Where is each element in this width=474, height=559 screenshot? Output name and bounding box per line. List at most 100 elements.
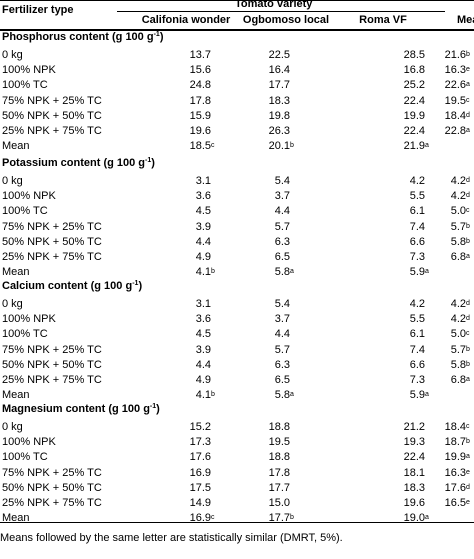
cell: 6.3 [230, 236, 290, 249]
cell-value: 18.8 [268, 421, 290, 433]
column-header: Mean [456, 14, 474, 26]
cell-value: 18.5 [189, 140, 211, 153]
cell-value: 7.3 [409, 251, 425, 263]
row-label: 100% TC [2, 451, 48, 464]
section-title-text: Potassium content (g 100 g [2, 157, 146, 169]
cell-value: 22.4 [403, 451, 425, 464]
cell-value: 3.6 [195, 190, 211, 203]
cell-value: 3.1 [195, 175, 211, 187]
cell-value: 4.2 [450, 190, 466, 203]
cell: 6.8 a [450, 251, 470, 263]
cell-value: 24.8 [189, 79, 211, 92]
row-label: 75% NPK + 25% TC [2, 343, 102, 356]
cell-value: 22.8 [444, 125, 466, 137]
cell-value: 5.5 [409, 190, 425, 203]
cell-value: 6.8 [450, 251, 466, 263]
cell: 5.0 c [450, 205, 470, 218]
row-label: 50% NPK + 50% TC [2, 481, 102, 494]
cell-value: 16.8 [403, 64, 425, 77]
cell-value: 17.7 [268, 79, 290, 92]
cell: 5.5 [365, 190, 425, 203]
cell-value: 4.4 [274, 205, 290, 218]
cell: 16.9 [151, 467, 211, 480]
cell-value: 15.6 [189, 64, 211, 77]
cell-value: 4.2 [409, 175, 425, 187]
cell-value: 5.5 [409, 313, 425, 326]
cell-value: 28.5 [403, 49, 425, 61]
cell-value: 4.2 [450, 175, 466, 187]
cell-value: 5.9 [409, 266, 425, 279]
row-label: 50% NPK + 50% TC [2, 358, 102, 371]
cell-value: 22.4 [403, 125, 425, 137]
cell-value: 19.9 [444, 451, 466, 464]
cell: 19.3 [365, 436, 425, 449]
cell-value: 16.3 [444, 466, 466, 479]
cell: 18.4 d [444, 109, 470, 122]
section-title: Magnesium content (g 100 g-1) [2, 403, 160, 416]
cell-value: 18.8 [268, 451, 290, 464]
cell: 5.7 [230, 344, 290, 357]
cell: 15.0 [230, 497, 290, 510]
cell: 6.1 [365, 205, 425, 218]
row-label: 100% TC [2, 79, 48, 92]
cell: 22.6 a [444, 79, 470, 92]
cell: 20.1 b [268, 140, 294, 153]
cell: 13.7 [151, 49, 211, 62]
cell: 4.2 d [450, 313, 470, 326]
cell-value: 17.5 [189, 481, 211, 494]
column-header: Califonia wonder [141, 14, 231, 26]
cell: 4.4 [151, 359, 211, 372]
cell: 6.5 [230, 374, 290, 387]
cell: 6.3 [230, 359, 290, 372]
row-label: 100% NPK [2, 64, 56, 77]
section-title-sup: -1 [132, 280, 139, 287]
section-title-end: ) [159, 31, 164, 43]
cell: 19.5 c [444, 94, 470, 107]
cell: 6.6 [365, 359, 425, 372]
cell-value: 5.4 [274, 298, 290, 310]
cell-value: 4.9 [195, 374, 211, 386]
cell: 4.1 b [195, 266, 215, 279]
cell-value: 19.5 [268, 436, 290, 449]
cell-value: 5.8 [274, 389, 290, 402]
cell-value: 4.4 [195, 358, 211, 371]
cell: 17.3 [151, 436, 211, 449]
section-title-text: Magnesium content (g 100 g [2, 403, 150, 415]
cell-value: 3.7 [274, 313, 290, 326]
cell-value: 19.5 [444, 94, 466, 107]
section-title-text: Phosphorus content (g 100 g [2, 31, 154, 43]
bottom-rule [0, 522, 474, 523]
row-label: 25% NPK + 75% TC [2, 497, 102, 509]
cell-value: 6.1 [409, 205, 425, 218]
cell: 14.9 [151, 497, 211, 510]
cell: 28.5 [365, 49, 425, 62]
cell: 5.7 b [450, 220, 470, 233]
cell-value: 21.2 [403, 421, 425, 433]
cell: 21.2 [365, 421, 425, 434]
cell: 22.4 [365, 95, 425, 108]
cell-value: 19.6 [403, 497, 425, 509]
cell-value: 5.8 [450, 358, 466, 371]
cell: 6.1 [365, 328, 425, 341]
cell: 4.2 [365, 298, 425, 311]
section-title-text: Calcium content (g 100 g [2, 280, 133, 292]
cell: 4.5 [151, 328, 211, 341]
cell: 5.8 a [274, 266, 294, 279]
cell-value: 17.8 [268, 466, 290, 479]
cell: 5.5 [365, 313, 425, 326]
cell-value: 5.0 [450, 205, 466, 218]
cell: 17.8 [151, 95, 211, 108]
column-header: Roma VF [359, 14, 407, 26]
section-title-end: ) [151, 157, 155, 169]
row-header: Fertilizer type [2, 4, 74, 16]
cell-value: 5.7 [274, 220, 290, 233]
cell-value: 4.9 [195, 251, 211, 263]
cell: 4.5 [151, 205, 211, 218]
cell: 3.9 [151, 344, 211, 357]
cell: 19.8 [230, 110, 290, 123]
cell-value: 6.3 [274, 358, 290, 371]
cell: 16.8 [365, 64, 425, 77]
cell: 5.4 [230, 175, 290, 188]
cell: 5.7 [230, 221, 290, 234]
